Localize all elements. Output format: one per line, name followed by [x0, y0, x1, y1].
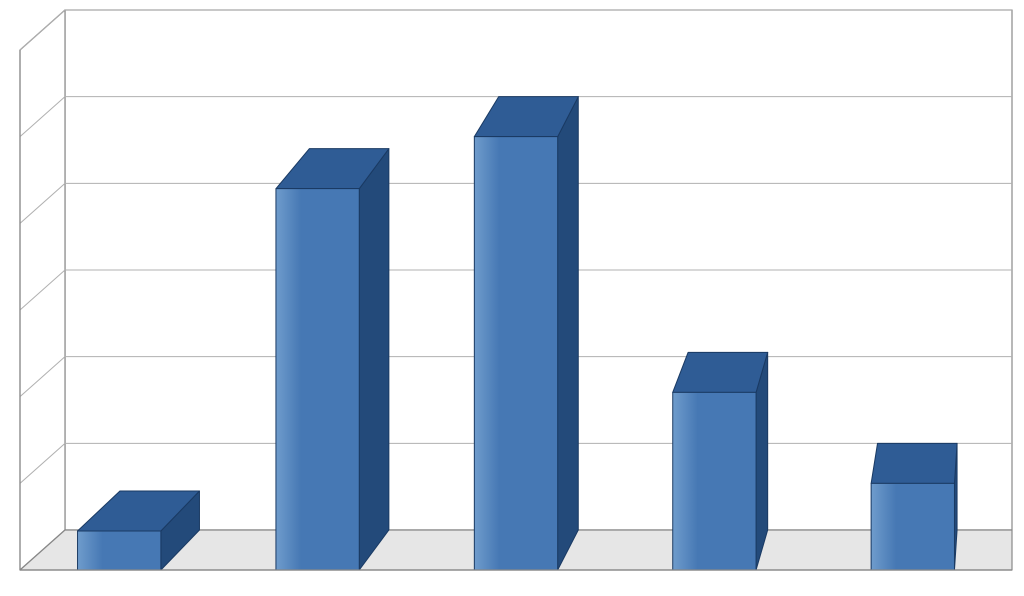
bar-2 — [474, 97, 578, 570]
chart-svg — [0, 0, 1024, 596]
bar-3 — [673, 352, 768, 570]
bar-1 — [276, 149, 389, 570]
bar-4 — [871, 443, 957, 570]
bar-chart-3d — [0, 0, 1024, 596]
